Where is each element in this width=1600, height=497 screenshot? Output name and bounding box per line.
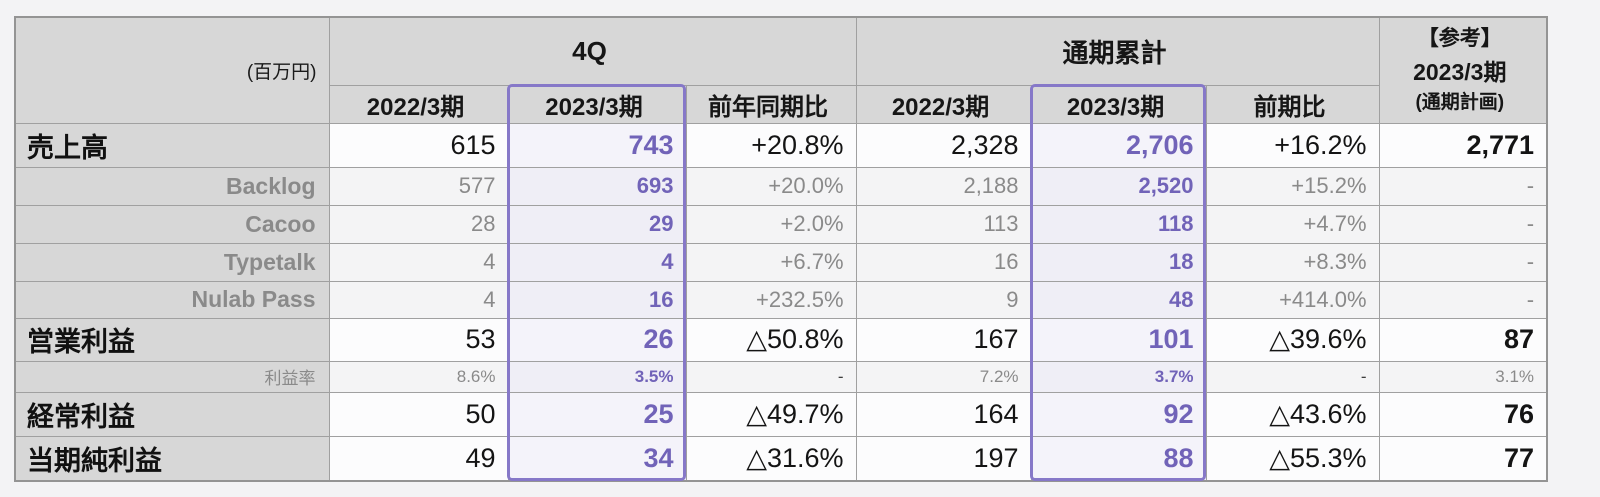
- cell-value-reference: -: [1378, 280, 1548, 319]
- row-label: 利益率: [14, 360, 330, 393]
- cell-value: △39.6%: [1205, 317, 1380, 362]
- cell-value-reference: 87: [1378, 317, 1548, 362]
- reference-column-header: 【参考】 2023/3期 (通期計画): [1378, 16, 1548, 124]
- cell-value-highlight: 101: [1030, 317, 1207, 362]
- cell-value-highlight: 16: [507, 280, 687, 319]
- cell-value-reference: -: [1378, 204, 1548, 244]
- cell-value: +232.5%: [685, 280, 857, 319]
- cell-value: +15.2%: [1205, 166, 1380, 206]
- cell-value: -: [685, 360, 857, 393]
- cell-value-highlight: 743: [507, 122, 687, 168]
- column-header-row: 2022/3期 2023/3期 前年同期比 2022/3期 2023/3期 前期…: [15, 84, 1547, 124]
- cell-value: +414.0%: [1205, 280, 1380, 319]
- cell-value: △43.6%: [1205, 391, 1380, 437]
- cell-value: +20.8%: [685, 122, 857, 168]
- row-label: Backlog: [14, 166, 330, 206]
- cell-value: 9: [855, 280, 1032, 319]
- cell-value: 28: [328, 204, 509, 244]
- cell-value: 8.6%: [328, 360, 509, 393]
- cell-value: 50: [328, 391, 509, 437]
- cell-value-highlight: 88: [1030, 435, 1207, 482]
- group-header-row: (百万円) 4Q 通期累計 【参考】 2023/3期 (通期計画): [14, 16, 1548, 124]
- cell-value-reference: -: [1378, 242, 1548, 282]
- col-header-q4-current: 2023/3期: [507, 84, 687, 124]
- cell-value: △49.7%: [685, 391, 857, 437]
- cell-value: 49: [328, 435, 509, 482]
- cell-value: 167: [855, 317, 1032, 362]
- cell-value-reference: 3.1%: [1378, 360, 1548, 393]
- col-header-q4-prev: 2022/3期: [328, 84, 509, 124]
- group-header-4q: 4Q: [328, 16, 857, 86]
- cell-value: 4: [328, 280, 509, 319]
- row-label: 売上高: [14, 122, 330, 168]
- group-header-cumulative: 通期累計: [855, 16, 1380, 86]
- reference-header-line2: 2023/3期: [1413, 58, 1507, 85]
- table-row-margin-ratio: 利益率 8.6% 3.5% - 7.2% 3.7% - 3.1%: [14, 360, 1548, 393]
- row-label: 営業利益: [14, 317, 330, 362]
- cell-value: 113: [855, 204, 1032, 244]
- financial-results-table: (百万円) 4Q 通期累計 【参考】 2023/3期 (通期計画) 2022/3…: [14, 16, 1549, 482]
- cell-value-highlight: 118: [1030, 204, 1207, 244]
- cell-value: -: [1205, 360, 1380, 393]
- cell-value: △50.8%: [685, 317, 857, 362]
- row-label: 経常利益: [14, 391, 330, 437]
- col-header-cum-yoy: 前期比: [1205, 84, 1380, 124]
- table-row-cacoo: Cacoo 28 29 +2.0% 113 118 +4.7% -: [14, 204, 1548, 244]
- unit-label: (百万円): [14, 16, 330, 124]
- cell-value-highlight: 3.7%: [1030, 360, 1207, 393]
- cell-value: 2,328: [855, 122, 1032, 168]
- cell-value: 4: [328, 242, 509, 282]
- cell-value-reference: -: [1378, 166, 1548, 206]
- cell-value: △31.6%: [685, 435, 857, 482]
- table-row-sales: 売上高 615 743 +20.8% 2,328 2,706 +16.2% 2,…: [14, 122, 1548, 168]
- cell-value-highlight: 48: [1030, 280, 1207, 319]
- cell-value-highlight: 92: [1030, 391, 1207, 437]
- cell-value: △55.3%: [1205, 435, 1380, 482]
- table-row-backlog: Backlog 577 693 +20.0% 2,188 2,520 +15.2…: [14, 166, 1548, 206]
- cell-value-highlight: 3.5%: [507, 360, 687, 393]
- cell-value: +16.2%: [1205, 122, 1380, 168]
- cell-value: +6.7%: [685, 242, 857, 282]
- cell-value: +4.7%: [1205, 204, 1380, 244]
- table-row-operating-income: 営業利益 53 26 △50.8% 167 101 △39.6% 87: [14, 317, 1548, 362]
- cell-value-highlight: 2,706: [1030, 122, 1207, 168]
- cell-value: +2.0%: [685, 204, 857, 244]
- cell-value: 2,188: [855, 166, 1032, 206]
- cell-value: 16: [855, 242, 1032, 282]
- cell-value: 164: [855, 391, 1032, 437]
- cell-value: 53: [328, 317, 509, 362]
- cell-value-highlight: 4: [507, 242, 687, 282]
- table-row-ordinary-income: 経常利益 50 25 △49.7% 164 92 △43.6% 76: [14, 391, 1548, 437]
- table-row-nulab-pass: Nulab Pass 4 16 +232.5% 9 48 +414.0% -: [14, 280, 1548, 319]
- cell-value-highlight: 2,520: [1030, 166, 1207, 206]
- row-label: Typetalk: [14, 242, 330, 282]
- cell-value-highlight: 29: [507, 204, 687, 244]
- row-label: 当期純利益: [14, 435, 330, 482]
- col-header-q4-yoy: 前年同期比: [685, 84, 857, 124]
- table-row-typetalk: Typetalk 4 4 +6.7% 16 18 +8.3% -: [14, 242, 1548, 282]
- cell-value: +8.3%: [1205, 242, 1380, 282]
- cell-value: +20.0%: [685, 166, 857, 206]
- cell-value: 577: [328, 166, 509, 206]
- cell-value-highlight: 34: [507, 435, 687, 482]
- col-header-cum-prev: 2022/3期: [855, 84, 1032, 124]
- cell-value-reference: 76: [1378, 391, 1548, 437]
- table-row-net-income: 当期純利益 49 34 △31.6% 197 88 △55.3% 77: [14, 435, 1548, 482]
- col-header-cum-current: 2023/3期: [1030, 84, 1207, 124]
- cell-value-highlight: 693: [507, 166, 687, 206]
- cell-value-highlight: 25: [507, 391, 687, 437]
- cell-value-reference: 2,771: [1378, 122, 1548, 168]
- cell-value: 7.2%: [855, 360, 1032, 393]
- reference-header-line1: 【参考】: [1417, 27, 1502, 50]
- cell-value-highlight: 26: [507, 317, 687, 362]
- reference-header-line3: (通期計画): [1415, 92, 1505, 113]
- row-label: Nulab Pass: [14, 280, 330, 319]
- row-label: Cacoo: [14, 204, 330, 244]
- cell-value: 615: [328, 122, 509, 168]
- cell-value-highlight: 18: [1030, 242, 1207, 282]
- cell-value-reference: 77: [1378, 435, 1548, 482]
- cell-value: 197: [855, 435, 1032, 482]
